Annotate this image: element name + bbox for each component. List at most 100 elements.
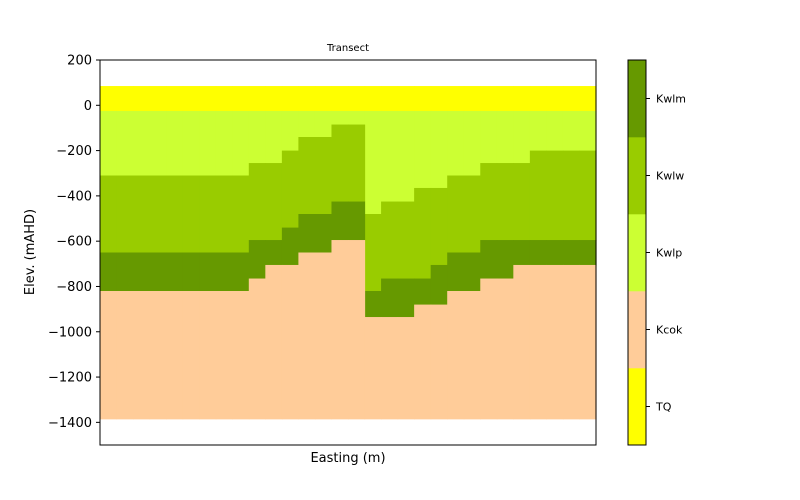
cell-kwlm-2 (133, 252, 151, 292)
cell-tq-22 (463, 86, 481, 112)
cell-kwlp-5 (182, 110, 200, 176)
cell-kcok-29 (579, 264, 597, 420)
cell-tq-9 (248, 86, 266, 112)
cell-kwlm-5 (182, 252, 200, 292)
layer-cells (100, 86, 597, 420)
colorbar-swatch-kcok (628, 291, 646, 369)
cell-kwlm-1 (116, 252, 134, 292)
cell-tq-29 (579, 86, 597, 112)
cell-tq-16 (364, 86, 382, 112)
colorbar-label-tq: TQ (655, 401, 672, 414)
cell-kwlw-26 (529, 150, 547, 241)
cell-kwlm-3 (149, 252, 167, 292)
cell-kwlm-20 (430, 264, 448, 305)
cell-tq-12 (298, 86, 316, 112)
cell-kwlp-14 (331, 110, 349, 125)
cell-kwlw-0 (100, 175, 118, 253)
cell-kwlw-22 (463, 175, 481, 253)
cell-kwlw-10 (265, 163, 283, 241)
cell-kwlw-12 (298, 137, 316, 215)
cell-kwlp-27 (546, 110, 564, 151)
cell-kwlp-22 (463, 110, 481, 176)
cell-tq-11 (281, 86, 299, 112)
cell-kcok-22 (463, 291, 481, 420)
cell-kcok-25 (513, 264, 531, 420)
cell-kcok-2 (133, 291, 151, 420)
cell-kwlm-16 (364, 291, 382, 318)
cell-tq-25 (513, 86, 531, 112)
cell-tq-24 (496, 86, 514, 112)
cell-kwlm-28 (562, 240, 581, 266)
cell-kwlp-4 (166, 110, 184, 176)
cell-kwlm-12 (298, 214, 316, 253)
cell-kwlp-29 (579, 110, 597, 151)
cell-kwlm-17 (381, 278, 399, 318)
cell-kwlm-9 (248, 240, 266, 279)
cell-kwlm-27 (546, 240, 564, 266)
cell-kcok-24 (496, 278, 514, 420)
cell-kwlw-29 (579, 150, 597, 241)
cell-kwlw-13 (314, 137, 333, 215)
cell-kcok-1 (116, 291, 134, 420)
colorbar-swatch-kwlw (628, 137, 646, 215)
cell-tq-4 (166, 86, 184, 112)
cell-kwlp-23 (480, 110, 498, 164)
cell-kcok-15 (348, 240, 366, 420)
cell-kwlw-8 (232, 175, 250, 253)
cell-kcok-12 (298, 252, 316, 420)
cell-tq-15 (348, 86, 366, 112)
cell-kwlw-9 (248, 163, 266, 241)
cell-kcok-20 (430, 304, 448, 420)
cell-kwlp-16 (364, 110, 382, 215)
cell-kwlp-10 (265, 110, 283, 164)
cell-kwlm-22 (463, 252, 481, 292)
y-tick-label: −400 (56, 189, 92, 204)
cell-kwlm-6 (199, 252, 217, 292)
cell-tq-23 (480, 86, 498, 112)
cell-kwlm-13 (314, 214, 333, 253)
cell-kwlw-6 (199, 175, 217, 253)
chart-title: Transect (326, 43, 369, 54)
cell-tq-14 (331, 86, 349, 112)
cell-kwlm-24 (496, 240, 514, 279)
cell-kwlp-28 (562, 110, 581, 151)
cell-kcok-27 (546, 264, 564, 420)
cell-kcok-3 (149, 291, 167, 420)
cell-kwlp-25 (513, 110, 531, 164)
cell-kwlw-23 (480, 163, 498, 241)
cell-kwlp-6 (199, 110, 217, 176)
cell-kcok-23 (480, 278, 498, 420)
colorbar-frame (627, 59, 647, 446)
cell-kwlp-11 (281, 110, 299, 151)
cell-kcok-16 (364, 317, 382, 420)
cell-tq-3 (149, 86, 167, 112)
colorbar-label-kcok: Kcok (656, 324, 683, 337)
y-tick-label: −600 (56, 235, 92, 250)
colorbar-swatch-kwlp (628, 214, 646, 292)
colorbar-label-kwlw: Kwlw (656, 170, 684, 183)
cell-kwlw-2 (133, 175, 151, 253)
cell-kcok-17 (381, 317, 399, 420)
cell-tq-1 (116, 86, 134, 112)
cell-kwlw-17 (381, 201, 399, 279)
cell-kcok-19 (414, 304, 432, 420)
cell-tq-5 (182, 86, 200, 112)
y-tick-label: −200 (56, 144, 92, 159)
colorbar-swatch-kwlm (628, 60, 646, 138)
cell-kwlw-24 (496, 163, 514, 241)
cell-kwlw-7 (215, 175, 233, 253)
cell-kwlp-21 (447, 110, 465, 176)
cell-kwlp-13 (314, 110, 333, 138)
cell-kwlm-21 (447, 252, 465, 292)
cell-kwlm-25 (513, 240, 531, 266)
colorbar-label-kwlm: Kwlm (656, 93, 686, 106)
cell-kwlw-15 (348, 124, 366, 202)
cell-kwlm-19 (414, 278, 432, 305)
cell-tq-7 (215, 86, 233, 112)
cell-kwlm-23 (480, 240, 498, 279)
cell-tq-10 (265, 86, 283, 112)
cell-kwlp-26 (529, 110, 547, 151)
cell-kwlw-27 (546, 150, 564, 241)
y-tick-label: −1400 (48, 416, 92, 431)
